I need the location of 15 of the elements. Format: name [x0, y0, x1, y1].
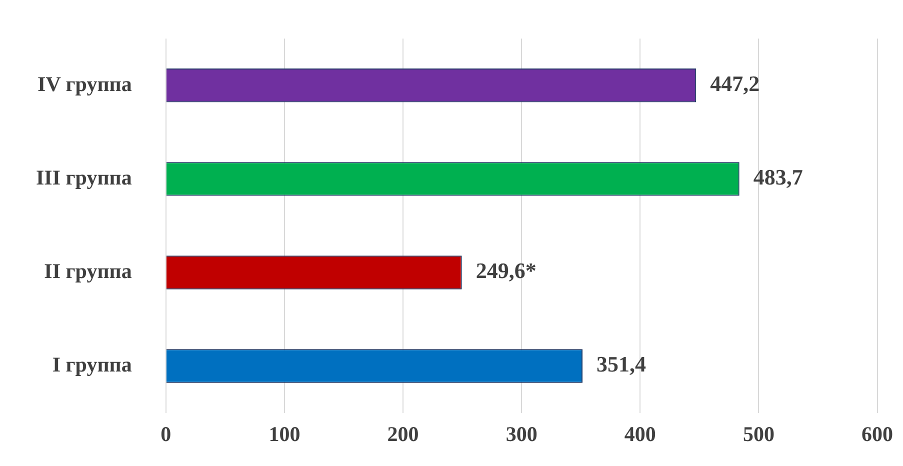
x-tick-label: 200	[387, 422, 419, 446]
y-tick-label: IV группа	[38, 72, 132, 96]
data-label: 447,2	[710, 71, 760, 96]
x-tick-label: 100	[268, 422, 300, 446]
data-label: 351,4	[596, 352, 646, 377]
x-tick-label: 400	[624, 422, 656, 446]
y-tick-label: III группа	[36, 165, 132, 190]
y-tick-label: II группа	[44, 258, 132, 283]
x-tick-label: 300	[506, 422, 538, 446]
x-tick-label: 0	[160, 422, 172, 446]
x-tick-label: 500	[742, 422, 774, 446]
x-tick-label: 600	[862, 422, 893, 446]
data-label: 483,7	[753, 164, 803, 190]
y-tick-label: I группа	[52, 352, 132, 376]
data-label: 249,6*	[476, 258, 536, 284]
